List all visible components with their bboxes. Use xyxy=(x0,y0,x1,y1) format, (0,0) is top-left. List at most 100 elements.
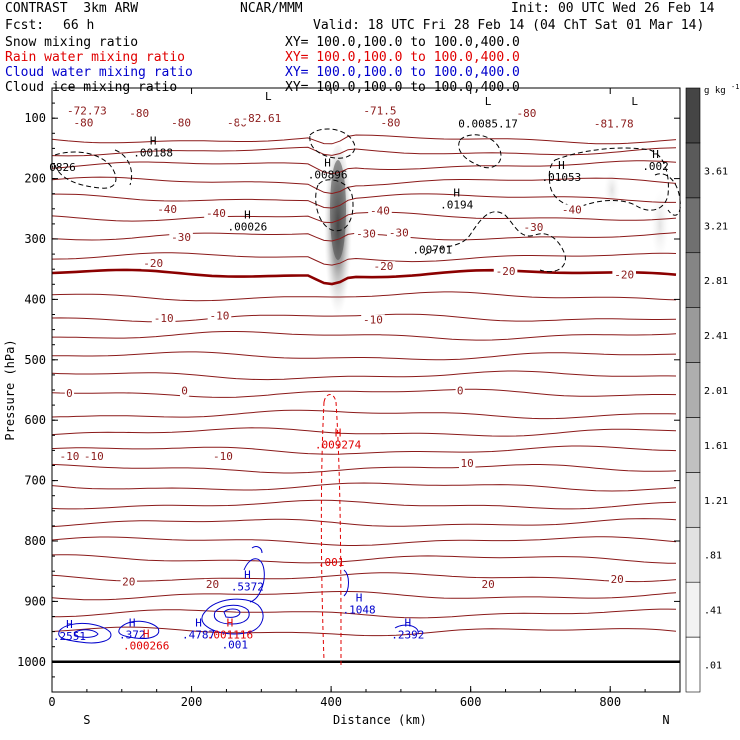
extremum-mark: H xyxy=(335,426,342,439)
snow-core-inner xyxy=(330,160,346,260)
temperature-isotherms xyxy=(51,134,680,664)
extremum-mark: H xyxy=(652,148,659,161)
temp-label-bg-1 xyxy=(127,107,152,119)
mixing-ratio-contours xyxy=(54,128,681,669)
cloud-water-left-b xyxy=(118,620,160,639)
colorbar-unit-exp: -1 xyxy=(731,83,739,91)
temp-label: -30 xyxy=(356,228,376,241)
rain-shaft-left xyxy=(320,401,325,661)
temp-label-bg-3 xyxy=(169,117,193,129)
colorbar-swatch xyxy=(685,362,701,418)
isotherm-120 xyxy=(51,499,677,510)
extremum-mark: H xyxy=(324,156,331,169)
extremum-mark: H xyxy=(244,568,251,581)
temp-label-bg-27 xyxy=(455,385,465,397)
colorbar-label: .81 xyxy=(704,551,722,562)
cloud-water-tower-b xyxy=(251,546,263,554)
extremum-value: .1048 xyxy=(342,603,375,616)
extremum-value: .001 xyxy=(222,638,249,651)
colorbar-label: 2.01 xyxy=(704,386,728,397)
isotherm-140 xyxy=(51,536,677,546)
extremum-value: .5372 xyxy=(231,580,264,593)
temp-label: -40 xyxy=(370,205,390,218)
ice-contour-top xyxy=(309,128,356,159)
temp-label-bg-29 xyxy=(82,450,106,462)
colorbar-label: .01 xyxy=(704,661,722,672)
temp-label: -20 xyxy=(374,260,394,273)
colorbar-swatch xyxy=(685,581,701,638)
colorbar-swatch xyxy=(685,87,701,144)
temp-label-bg-14 xyxy=(169,232,193,244)
extremum-mark: H xyxy=(558,159,565,172)
extremum-mark: H xyxy=(150,135,157,148)
extremum-mark: H xyxy=(453,187,460,200)
temp-label-bg-4 xyxy=(225,117,249,129)
temp-label: -80 xyxy=(73,116,93,129)
field-cloudwater-name: Cloud water mixing ratio xyxy=(5,65,193,80)
colorbar-label: .41 xyxy=(704,606,722,617)
field-snow-xy: XY= 100.0,100.0 to 100.0,400.0 xyxy=(285,35,520,50)
snow-faint-1 xyxy=(604,170,620,210)
extremum-value: .372 xyxy=(119,629,146,642)
temp-label-bg-31 xyxy=(458,458,476,470)
extremum-value: .000266 xyxy=(123,640,169,653)
temp-label-bg-35 xyxy=(609,574,626,586)
x-end-label-right: N xyxy=(662,713,669,727)
temp-label: -82.61 xyxy=(241,112,281,125)
temp-label: -20 xyxy=(496,265,516,278)
isotherm-50 xyxy=(51,370,677,381)
x-tick-label: 800 xyxy=(599,695,621,709)
temp-label: -30 xyxy=(524,221,544,234)
temp-label-bg-20 xyxy=(493,266,518,278)
temp-label: -10 xyxy=(60,450,80,463)
forecast-hours: 66 h xyxy=(63,18,95,33)
extremum-mark: H xyxy=(195,617,202,630)
extremum-value: .2551 xyxy=(53,630,86,643)
ice-contour-right-b xyxy=(424,211,566,273)
temp-label-bg-7 xyxy=(514,107,539,119)
x-axis-label: Distance (km) xyxy=(333,713,427,727)
field-rain-name: Rain water mixing ratio xyxy=(5,50,186,65)
cloud-water-right xyxy=(343,569,349,597)
extremum-mark: L xyxy=(631,95,638,108)
rain-shaft-right xyxy=(335,401,342,669)
temp-label-bg-5 xyxy=(360,105,399,117)
extremum-mark: H xyxy=(356,591,363,604)
temp-label-bg-16 xyxy=(386,227,411,239)
extremum-value: .2392 xyxy=(391,629,424,642)
forecast-label: Fcst: xyxy=(5,18,45,33)
extremum-mark: H xyxy=(143,628,150,641)
isotherm-70 xyxy=(51,409,677,420)
extremum-mark: H xyxy=(129,617,136,630)
extremum-value: 0.0085.17 xyxy=(458,118,518,131)
contour-labels: -72.73 -80-80 -80 -80-71.5-80-80-82.61 -81.7… xyxy=(57,104,637,591)
ice-contour-right-c xyxy=(548,147,669,211)
temp-label: -71.5 xyxy=(363,104,396,117)
extremum-value: .00026 xyxy=(228,220,268,233)
temp-label-bg-13 xyxy=(560,204,584,216)
temp-label: -80 xyxy=(129,107,149,120)
colorbar-swatch xyxy=(685,142,701,199)
extremum-mark: H xyxy=(227,617,234,630)
temp-label: -80 xyxy=(380,116,400,129)
colorbar-label: 1.61 xyxy=(704,441,728,452)
temp-label: -20 xyxy=(614,269,634,282)
temp-label-bg-19 xyxy=(371,261,396,273)
y-tick-label: 800 xyxy=(24,534,46,548)
cloud-water-left-inner xyxy=(74,629,99,638)
extremum-value: .009274 xyxy=(315,438,362,451)
extremum-value: .001116 xyxy=(207,629,253,642)
isotherm--30 xyxy=(51,211,677,224)
init-time: Init: 00 UTC Wed 26 Feb 14 xyxy=(511,1,715,16)
temp-label-bg-18 xyxy=(141,258,165,270)
isotherm--60 xyxy=(51,160,677,175)
temp-label-bg-23 xyxy=(207,310,232,322)
temp-label-bg-17 xyxy=(521,221,546,233)
x-tick-label: 600 xyxy=(460,695,482,709)
isotherm-80 xyxy=(51,427,677,437)
temp-label-bg-25 xyxy=(64,388,75,400)
temp-label: 0 xyxy=(66,387,73,400)
temp-label-bg-33 xyxy=(204,578,221,590)
